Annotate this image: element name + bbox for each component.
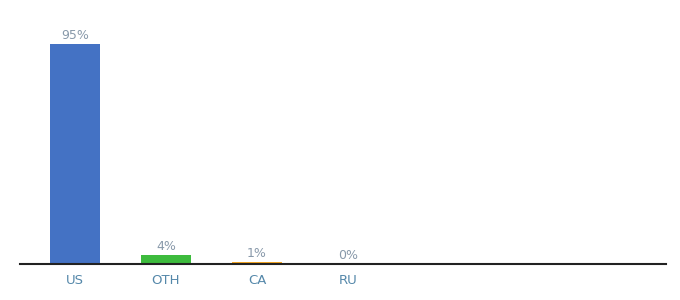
Text: 4%: 4% [156, 240, 176, 253]
Text: 1%: 1% [247, 247, 267, 260]
Bar [50, 44, 100, 264]
Bar [232, 262, 282, 264]
Text: 0%: 0% [338, 249, 358, 262]
Bar [141, 255, 191, 264]
Text: 95%: 95% [61, 29, 89, 42]
